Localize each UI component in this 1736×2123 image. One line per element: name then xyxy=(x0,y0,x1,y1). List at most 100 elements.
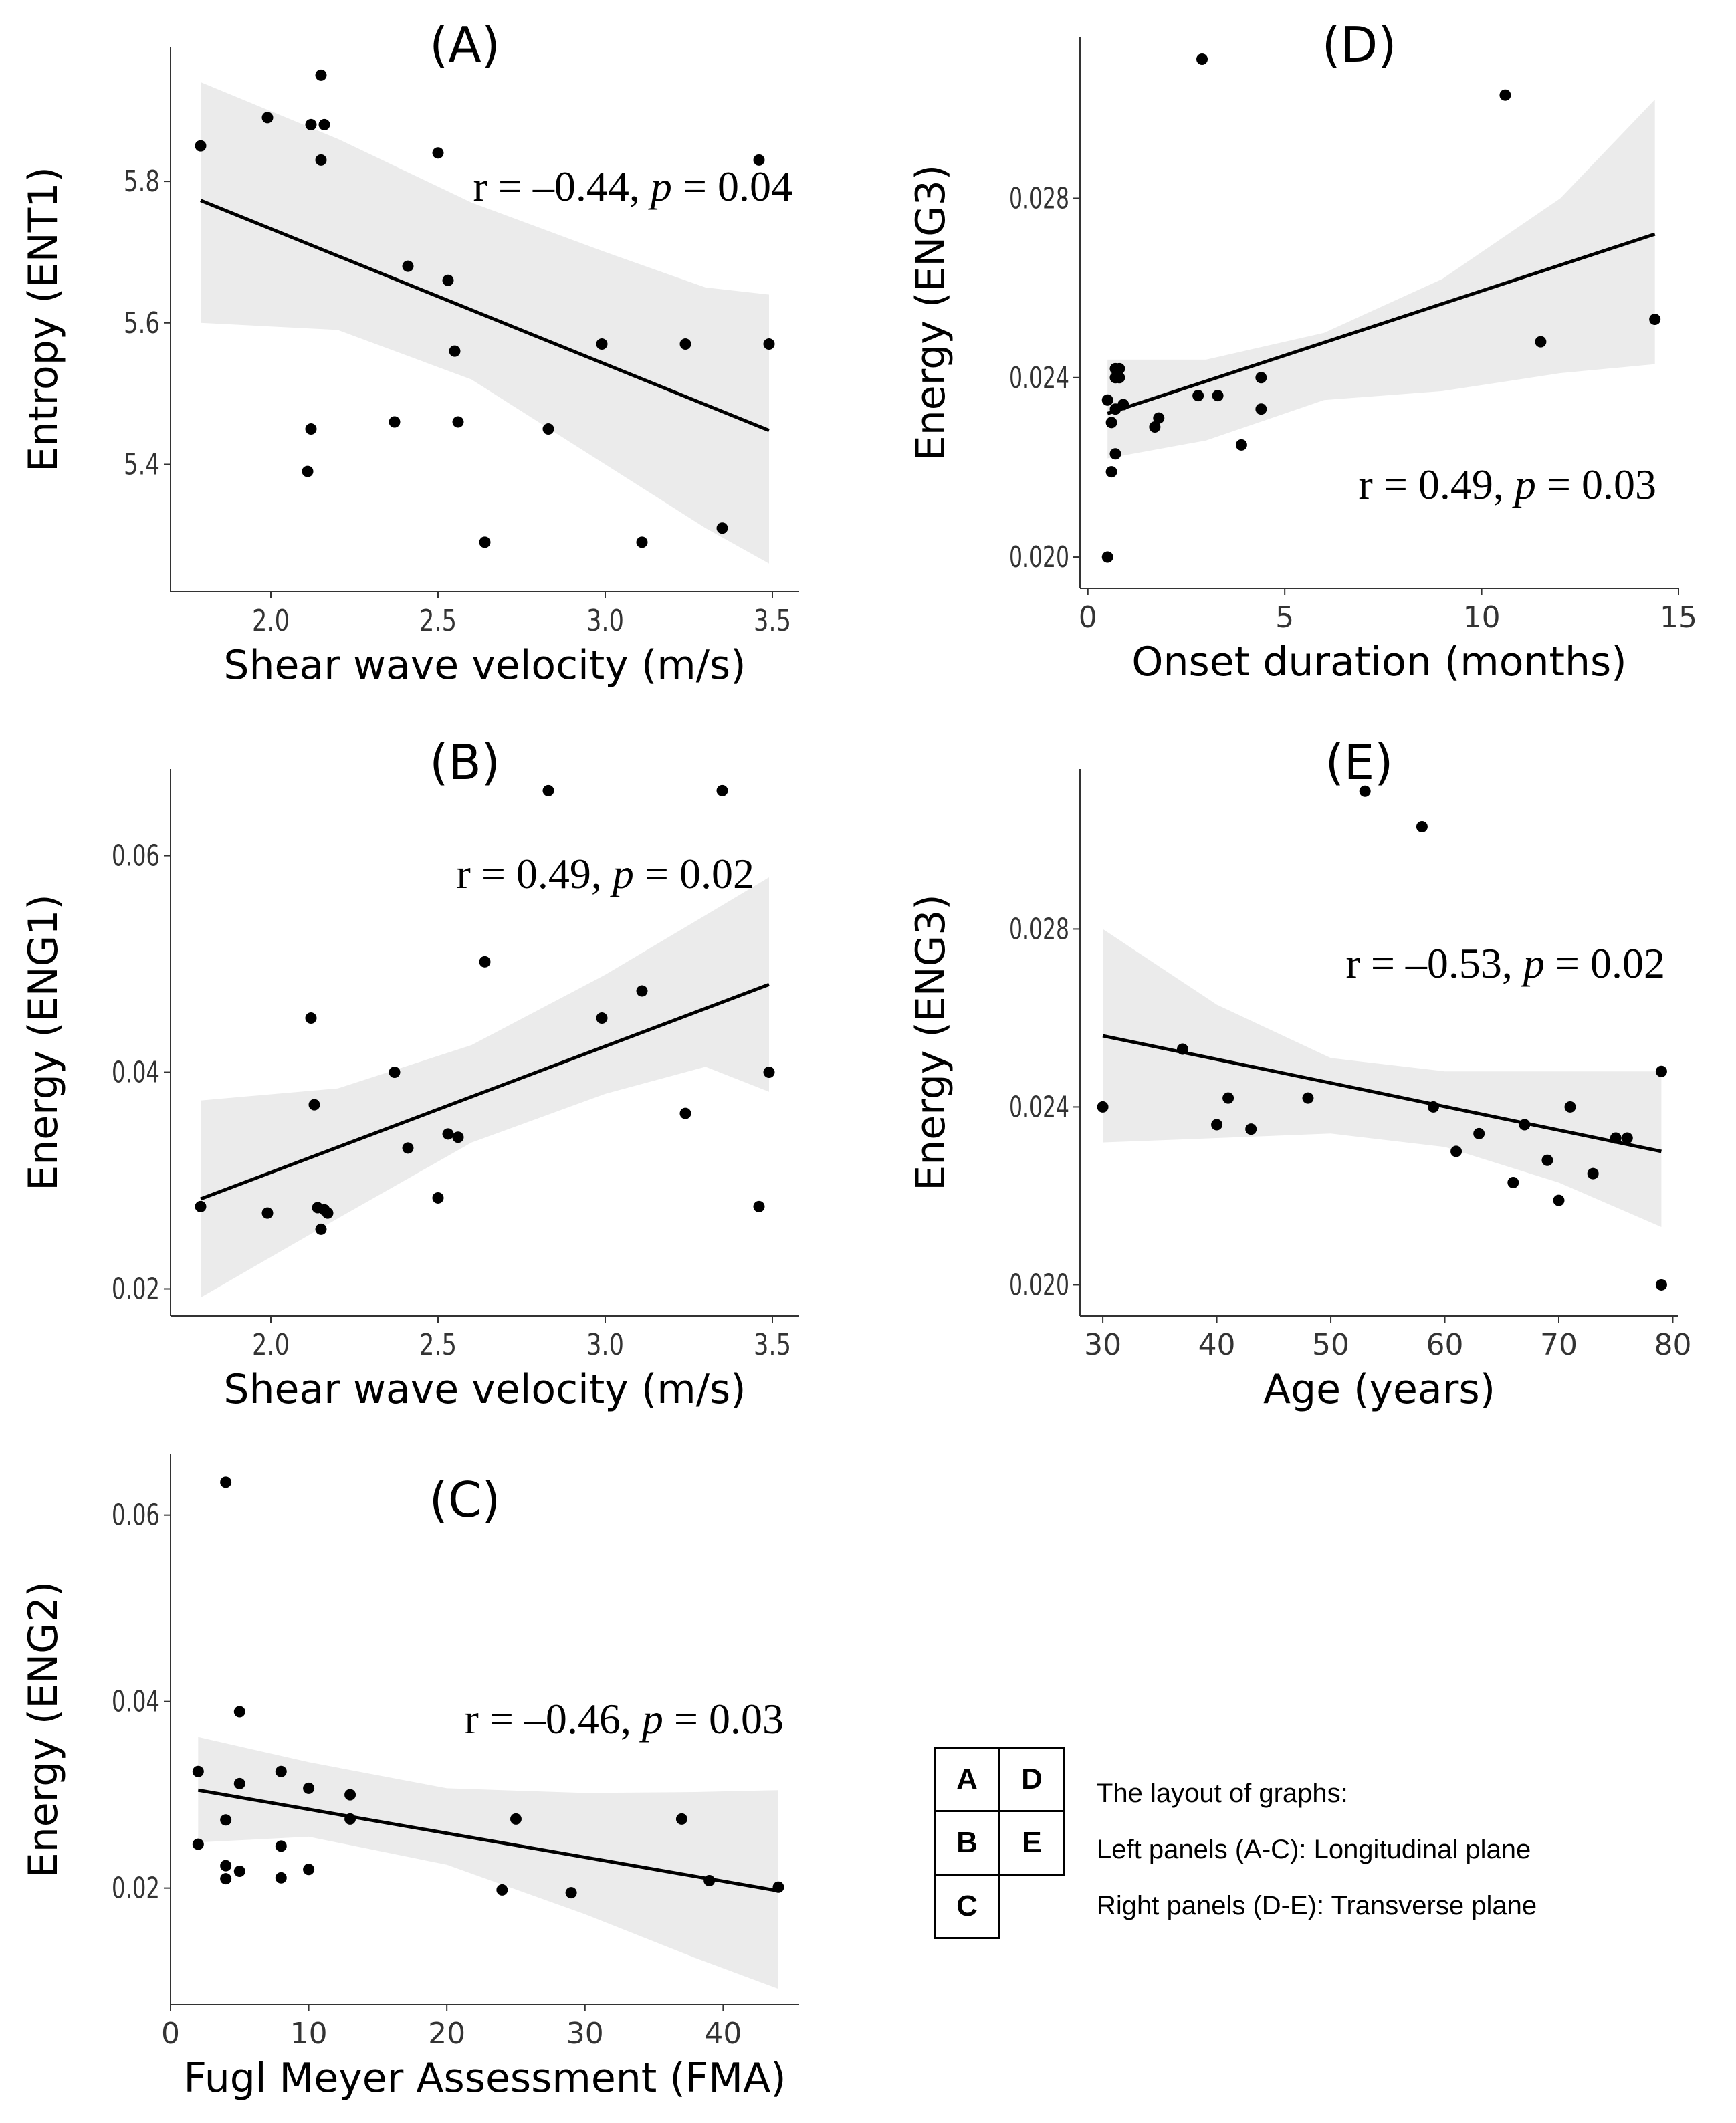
panel-a: 2.0 2.5 3.0 3.5 5.4 5.6 5.8 (A) Shear wave veloc… xyxy=(20,17,799,689)
x-tick-label-e-2: 50 xyxy=(1312,1328,1349,1362)
data-point-e-5 xyxy=(1222,1092,1234,1104)
data-point-b-10 xyxy=(402,1142,414,1154)
data-point-b-12 xyxy=(452,1131,464,1143)
x-tick-label-b-1: 2.5 xyxy=(419,1328,457,1362)
data-point-d-9 xyxy=(1109,403,1121,415)
data-point-b-1 xyxy=(716,784,728,796)
data-point-c-11 xyxy=(192,1838,204,1850)
confidence-band-c xyxy=(198,1737,778,1989)
data-point-e-7 xyxy=(1302,1092,1314,1104)
data-point-b-20 xyxy=(753,1200,765,1212)
data-point-b-11 xyxy=(442,1128,454,1140)
correlation-annotation-d: r = 0.49, p = 0.03 xyxy=(1359,461,1657,508)
data-point-a-1 xyxy=(261,112,274,124)
data-point-e-8 xyxy=(1427,1101,1439,1113)
y-tick-label-e-1: 0.024 xyxy=(1009,1090,1069,1124)
x-tick-label-d-0: 0 xyxy=(1079,600,1097,635)
regression-line-e xyxy=(1102,1034,1662,1153)
data-point-a-9 xyxy=(442,274,454,286)
data-point-d-3 xyxy=(1105,417,1117,429)
data-point-c-10 xyxy=(675,1813,687,1825)
data-point-c-4 xyxy=(275,1765,287,1777)
data-point-a-6 xyxy=(432,147,444,159)
y-tick-label-a-0: 5.4 xyxy=(124,447,160,481)
data-point-b-6 xyxy=(308,1099,320,1111)
data-point-d-1 xyxy=(1499,89,1511,101)
correlation-annotation-a: r = –0.44, p = 0.04 xyxy=(473,162,793,210)
legend-cell-d: D xyxy=(998,1747,1065,1812)
data-point-b-7 xyxy=(389,1067,401,1079)
data-point-e-11 xyxy=(1507,1176,1519,1188)
data-point-c-7 xyxy=(220,1814,232,1826)
regression-line-c xyxy=(197,1788,779,1893)
data-point-e-4 xyxy=(1211,1119,1223,1131)
data-point-c-2 xyxy=(192,1765,204,1777)
panel-b: 2.0 2.5 3.0 3.5 0.02 0.04 0.06 (B) Shear wave ve… xyxy=(20,734,799,1413)
x-tick-label-b-0: 2.0 xyxy=(252,1328,290,1362)
data-point-b-3 xyxy=(305,1012,317,1024)
data-point-a-8 xyxy=(402,260,414,272)
data-point-c-21 xyxy=(772,1881,784,1893)
regression-line-a xyxy=(200,199,770,432)
data-point-c-8 xyxy=(344,1813,356,1825)
y-tick-label-d-2: 0.028 xyxy=(1009,181,1069,215)
data-point-c-9 xyxy=(510,1813,522,1825)
x-axis-label-d: Onset duration (months) xyxy=(1131,639,1626,685)
x-tick-label-a-1: 2.5 xyxy=(419,604,457,638)
data-point-e-20 xyxy=(1655,1278,1667,1291)
y-tick-label-d-1: 0.024 xyxy=(1009,361,1069,395)
y-tick-label-b-1: 0.04 xyxy=(112,1056,160,1090)
data-point-c-16 xyxy=(220,1873,232,1885)
data-point-e-12 xyxy=(1519,1119,1531,1131)
x-tick-label-d-2: 10 xyxy=(1463,600,1501,635)
data-point-a-0 xyxy=(195,140,207,152)
data-point-a-4 xyxy=(318,118,330,130)
legend-cell-b: B xyxy=(934,1810,1000,1876)
data-point-c-0 xyxy=(220,1476,232,1488)
data-point-d-7 xyxy=(1113,372,1125,384)
panel-d: 0 5 10 15 0.020 0.024 0.028 (D) Onset duration (… xyxy=(907,17,1697,685)
data-point-c-1 xyxy=(233,1706,245,1718)
legend-cell-empty xyxy=(1000,1875,1065,1938)
data-point-b-19 xyxy=(432,1192,444,1204)
y-axis-label-e: Energy (ENG3) xyxy=(907,894,954,1190)
y-tick-label-e-2: 0.028 xyxy=(1009,912,1069,946)
data-point-b-0 xyxy=(542,784,554,796)
panel-title-b: (B) xyxy=(429,734,500,790)
legend-cell-e: E xyxy=(998,1810,1065,1876)
data-point-d-20 xyxy=(1535,336,1547,348)
data-point-e-19 xyxy=(1655,1065,1667,1077)
data-point-a-13 xyxy=(763,338,775,350)
data-point-a-10 xyxy=(449,345,461,357)
data-point-e-0 xyxy=(1359,785,1371,797)
correlation-annotation-c: r = –0.46, p = 0.03 xyxy=(465,1695,784,1743)
data-point-c-19 xyxy=(565,1887,577,1899)
y-tick-label-d-0: 0.020 xyxy=(1009,540,1069,574)
panel-title-c: (C) xyxy=(429,1472,500,1528)
x-tick-label-c-1: 10 xyxy=(290,2017,328,2051)
data-point-a-20 xyxy=(636,536,648,548)
x-tick-label-a-3: 3.5 xyxy=(754,604,791,638)
data-point-d-15 xyxy=(1192,390,1204,402)
panel-e: 30 40 50 60 70 80 0.020 0.024 0.028 (E) Age (years… xyxy=(907,734,1691,1413)
panel-title-d: (D) xyxy=(1322,17,1397,73)
y-tick-label-e-0: 0.020 xyxy=(1009,1268,1069,1302)
panel-title-a: (A) xyxy=(429,17,500,73)
data-point-d-6 xyxy=(1113,362,1125,374)
y-axis-label-b: Energy (ENG1) xyxy=(20,894,67,1190)
data-point-e-6 xyxy=(1245,1123,1257,1135)
data-point-b-8 xyxy=(763,1067,775,1079)
data-point-b-17 xyxy=(322,1207,334,1219)
legend-line-1: The layout of graphs: xyxy=(1097,1779,1348,1808)
legend-cell-c: C xyxy=(934,1874,1000,1939)
data-point-a-2 xyxy=(305,118,317,130)
regression-line-b xyxy=(200,983,770,1201)
panel-c: 0 10 20 30 40 0.02 0.04 0.06 (C) Fugl Meyer Asses… xyxy=(20,1454,799,2102)
data-point-e-2 xyxy=(1097,1101,1109,1113)
data-point-c-13 xyxy=(220,1860,232,1872)
correlation-annotation-e: r = –0.53, p = 0.02 xyxy=(1346,939,1666,987)
data-point-a-12 xyxy=(679,338,691,350)
data-point-a-14 xyxy=(305,423,317,435)
data-point-b-18 xyxy=(315,1223,327,1235)
layout-legend-text: The layout of graphs: Left panels (A-C):… xyxy=(1097,1765,1537,1934)
